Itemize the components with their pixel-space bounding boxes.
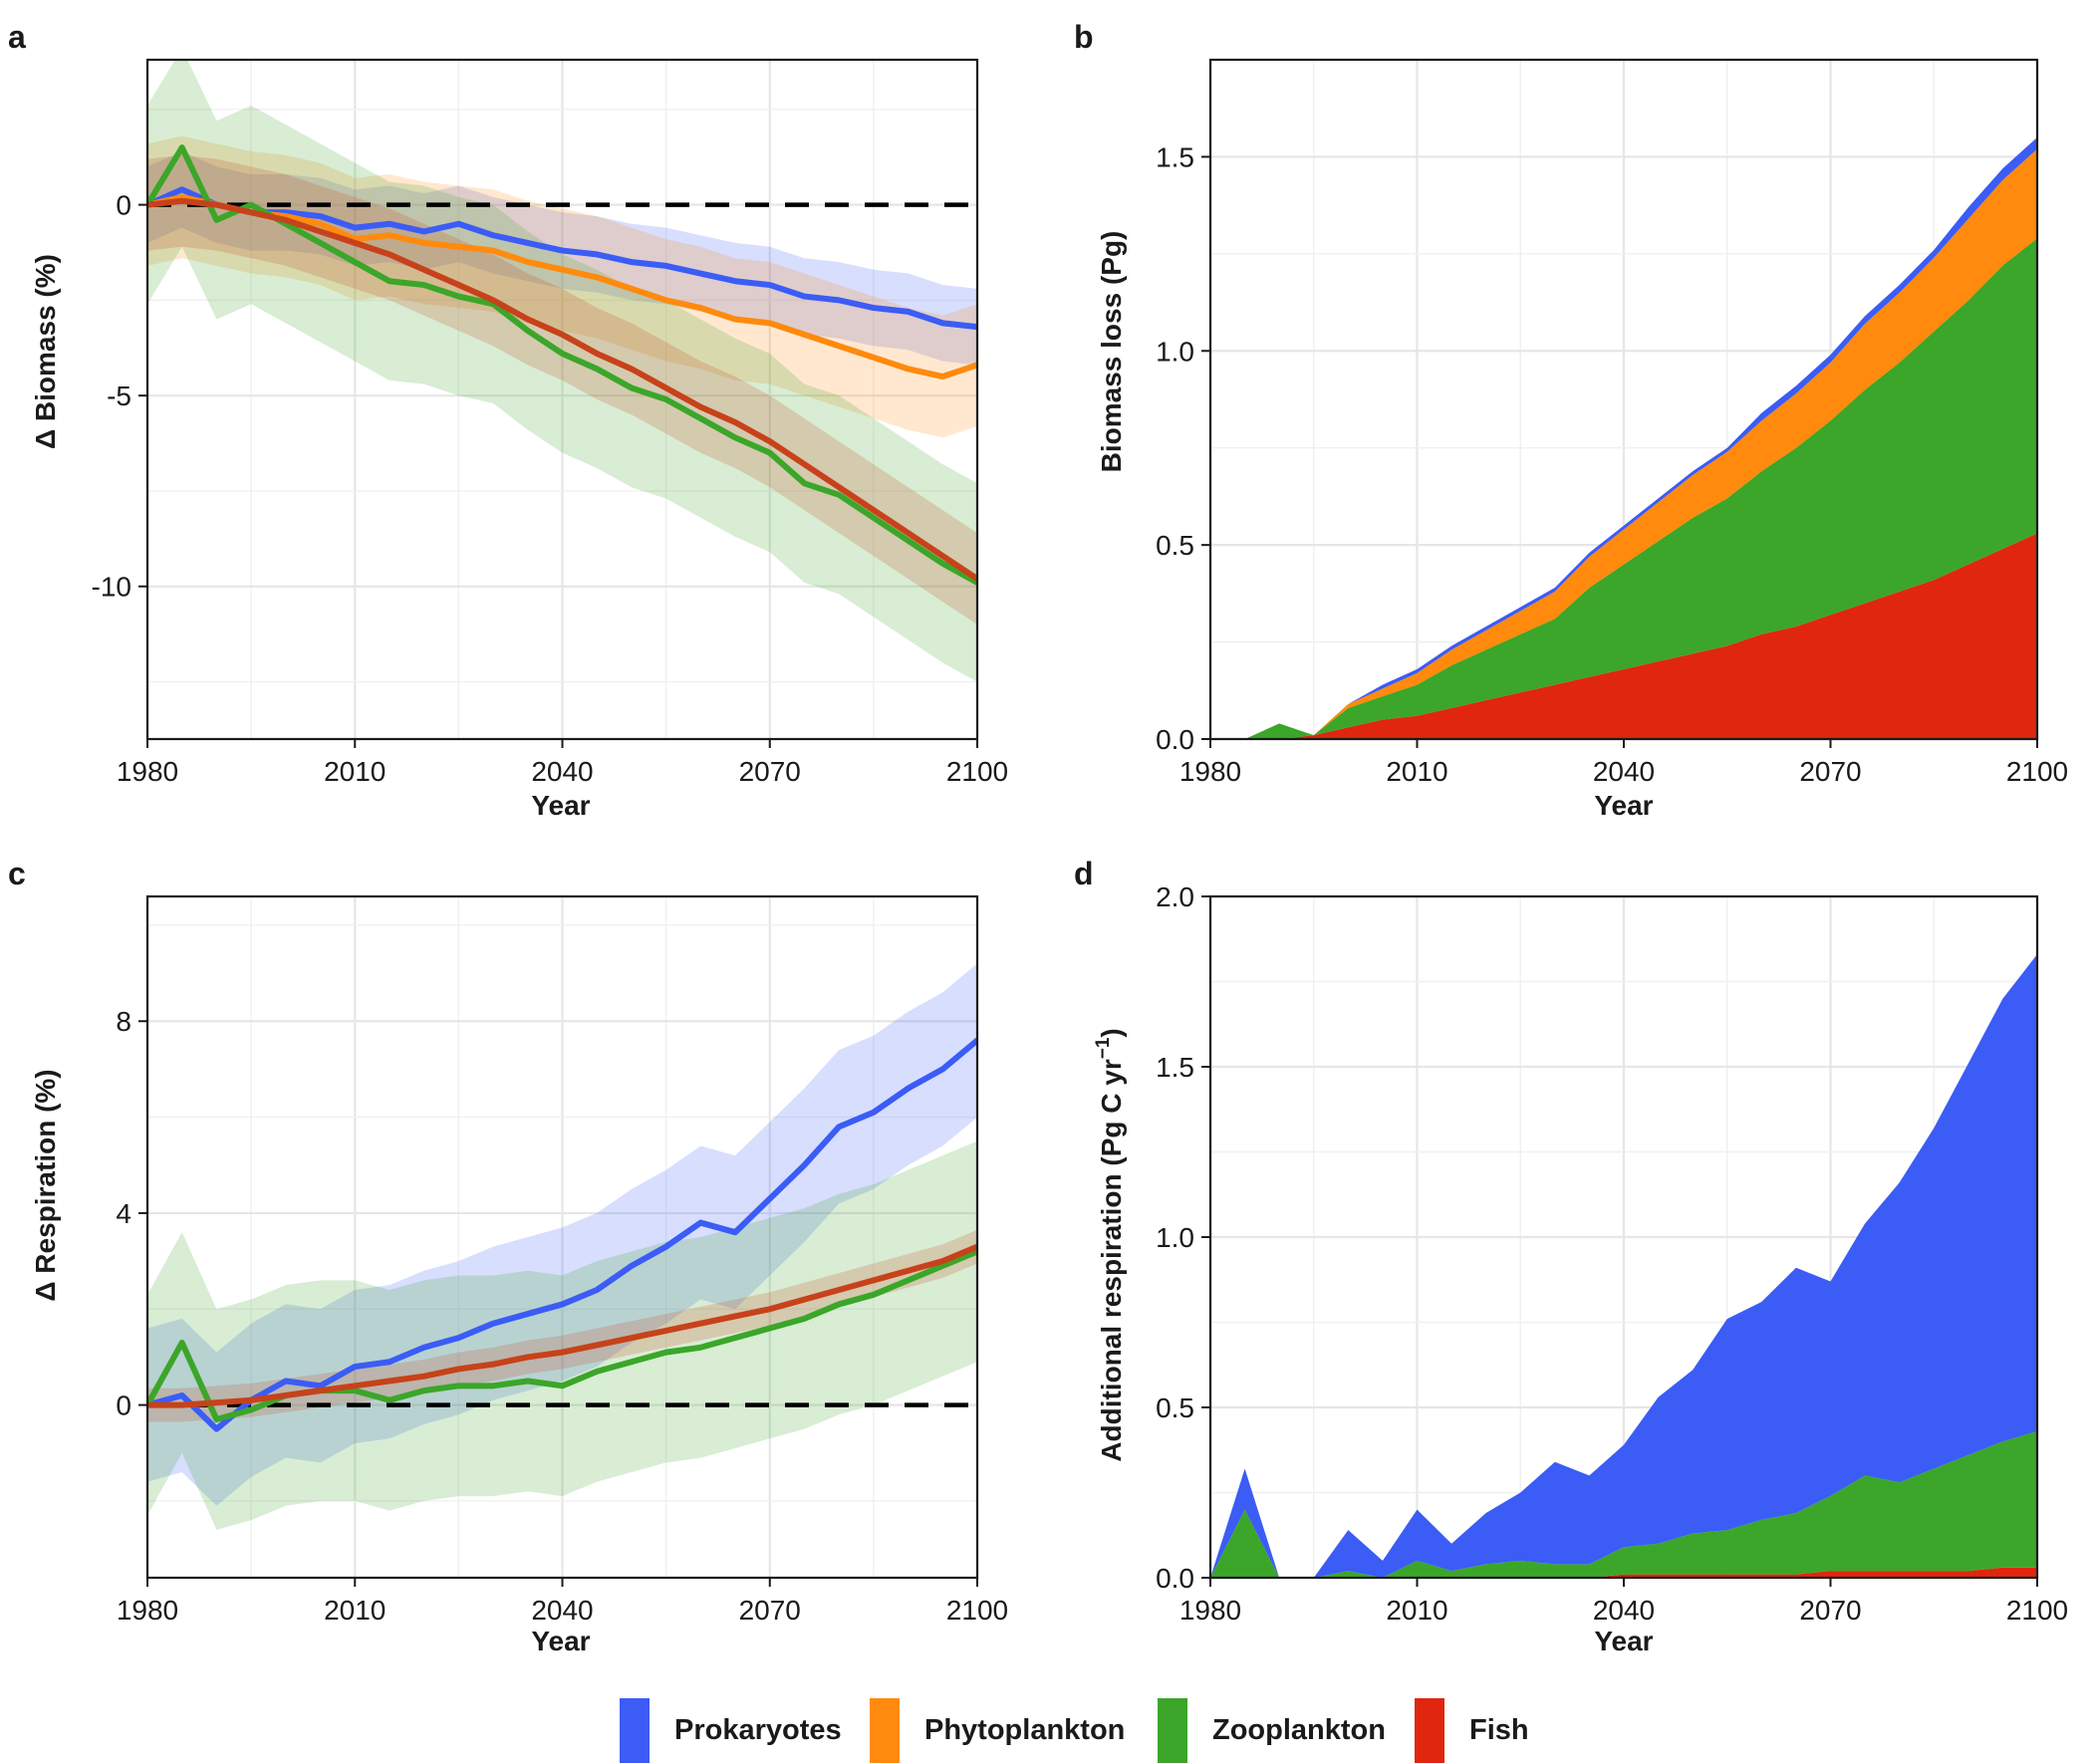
plot-area-b — [1210, 136, 2037, 739]
y-tick-label-b: 1.0 — [1156, 336, 1194, 367]
series-area-zooplankton — [1210, 1430, 2037, 1578]
band-zooplankton — [147, 1140, 977, 1530]
x-tick-label-a: 2010 — [324, 756, 386, 787]
xlabel-d: Year — [1594, 1626, 1653, 1656]
ylabel-d-suffix: ) — [1096, 1028, 1127, 1037]
ylabel-b: Biomass loss (Pg) — [1096, 231, 1127, 473]
x-tick-label-c: 2040 — [531, 1595, 593, 1626]
x-tick-label-b: 1980 — [1179, 756, 1241, 787]
y-tick-label-c: 8 — [116, 1006, 131, 1037]
panel-b: b Biomass loss (Pg) Year 1980 2010 2040 207… — [1074, 19, 2068, 821]
panel-letter-b: b — [1074, 19, 1094, 55]
x-tick-label-c: 2070 — [739, 1595, 801, 1626]
series-area-prokaryotes — [1210, 954, 2037, 1578]
legend-label-zooplankton: Zooplankton — [1212, 1714, 1386, 1746]
plot-area-d — [1210, 954, 2037, 1578]
legend: Prokaryotes Phytoplankton Zooplankton Fi… — [620, 1698, 1529, 1763]
legend-swatch-zooplankton — [1158, 1698, 1187, 1763]
plot-area-c — [147, 963, 977, 1530]
series-line-prokaryotes — [147, 1037, 977, 1432]
y-tick-label-c: 4 — [116, 1198, 131, 1229]
band-phytoplankton — [147, 135, 977, 438]
band-prokaryotes — [147, 963, 977, 1506]
series-line-fish — [147, 1243, 977, 1408]
band-fish — [147, 1229, 977, 1422]
panel-a: a Δ Biomass (%) Year 1980 2010 2040 2070 210… — [8, 19, 1008, 821]
y-tick-label-a: -10 — [92, 572, 131, 603]
y-tick-label-d: 1.5 — [1156, 1052, 1194, 1083]
x-tick-label-c: 2010 — [324, 1595, 386, 1626]
plot-area-a — [147, 60, 977, 682]
panel-d: d Additional respiration (Pg C yr−1) Yea… — [1074, 856, 2068, 1656]
x-tick-label-a: 1980 — [117, 756, 178, 787]
x-tick-label-c: 1980 — [117, 1595, 178, 1626]
series-area-zooplankton — [1210, 238, 2037, 739]
x-tick-label-b: 2100 — [2006, 756, 2068, 787]
series-area-fish — [1210, 1567, 2037, 1578]
x-tick-label-d: 1980 — [1179, 1595, 1241, 1626]
x-tick-label-d: 2040 — [1593, 1595, 1655, 1626]
xlabel-c: Year — [531, 1626, 590, 1656]
x-tick-label-d: 2070 — [1799, 1595, 1861, 1626]
legend-swatch-phytoplankton — [870, 1698, 900, 1763]
ylabel-a: Δ Biomass (%) — [30, 254, 61, 449]
band-fish — [147, 154, 977, 626]
legend-label-fish: Fish — [1469, 1714, 1529, 1746]
x-tick-label-d: 2100 — [2006, 1595, 2068, 1626]
legend-label-prokaryotes: Prokaryotes — [674, 1714, 842, 1746]
ylabel-d: Additional respiration (Pg C yr−1) — [1093, 1028, 1127, 1461]
y-tick-label-b: 0.5 — [1156, 530, 1194, 561]
y-tick-label-b: 0.0 — [1156, 724, 1194, 755]
series-line-zooplankton — [147, 144, 977, 586]
y-tick-label-d: 0.5 — [1156, 1392, 1194, 1423]
legend-swatch-prokaryotes — [620, 1698, 650, 1763]
x-tick-label-b: 2070 — [1799, 756, 1861, 787]
legend-swatch-fish — [1415, 1698, 1444, 1763]
panel-letter-d: d — [1074, 856, 1094, 891]
x-tick-label-a: 2100 — [946, 756, 1008, 787]
band-zooplankton — [147, 60, 977, 682]
y-tick-label-d: 0.0 — [1156, 1563, 1194, 1594]
y-tick-label-b: 1.5 — [1156, 141, 1194, 172]
legend-label-phytoplankton: Phytoplankton — [924, 1714, 1125, 1746]
panel-c: c Δ Respiration (%) Year 1980 2010 2040 207… — [8, 856, 1008, 1656]
series-line-prokaryotes — [147, 186, 977, 331]
x-tick-label-d: 2010 — [1386, 1595, 1447, 1626]
x-tick-label-b: 2040 — [1593, 756, 1655, 787]
xlabel-a: Year — [531, 790, 590, 821]
series-area-fish — [1210, 533, 2037, 739]
ylabel-d-main: Additional respiration (Pg C yr — [1096, 1059, 1127, 1462]
y-tick-label-d: 2.0 — [1156, 882, 1194, 912]
y-tick-label-a: 0 — [116, 190, 131, 221]
xlabel-b: Year — [1594, 790, 1653, 821]
x-tick-label-c: 2100 — [946, 1595, 1008, 1626]
x-tick-label-a: 2070 — [739, 756, 801, 787]
y-tick-label-c: 0 — [116, 1390, 131, 1421]
series-line-phytoplankton — [147, 193, 977, 380]
x-tick-label-a: 2040 — [531, 756, 593, 787]
series-line-fish — [147, 197, 977, 583]
y-tick-label-d: 1.0 — [1156, 1222, 1194, 1253]
ylabel-d-superscript: −1 — [1093, 1037, 1114, 1059]
panel-letter-a: a — [8, 19, 26, 55]
panel-letter-c: c — [8, 856, 26, 891]
ylabel-c: Δ Respiration (%) — [30, 1069, 61, 1301]
y-tick-label-a: -5 — [107, 380, 131, 411]
x-tick-label-b: 2010 — [1386, 756, 1447, 787]
